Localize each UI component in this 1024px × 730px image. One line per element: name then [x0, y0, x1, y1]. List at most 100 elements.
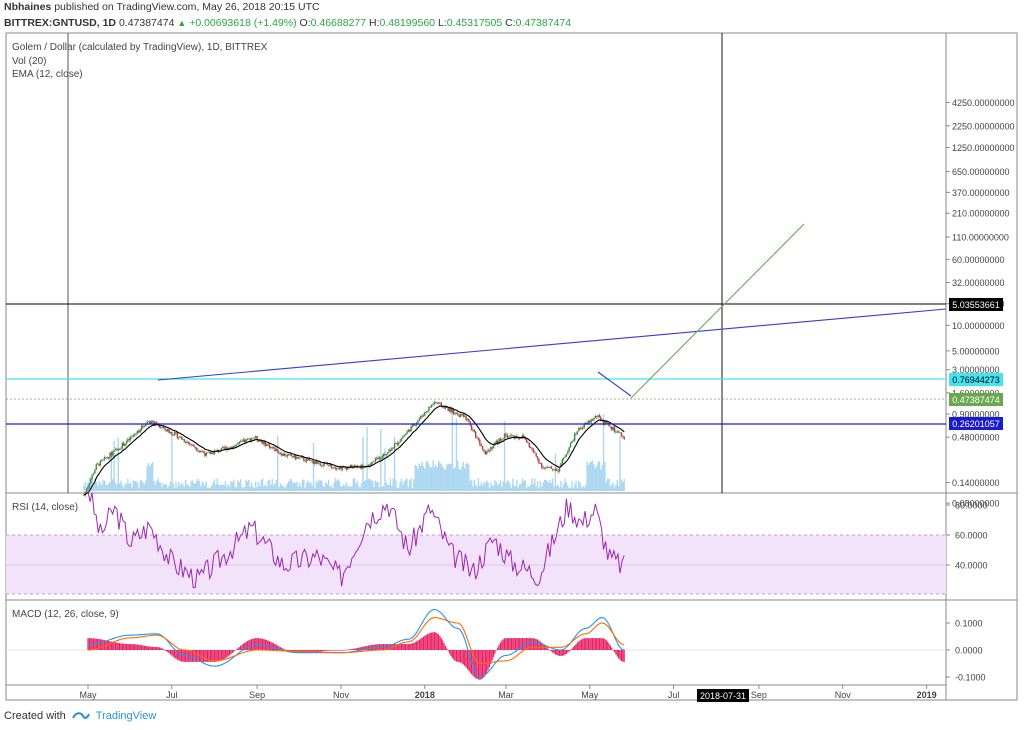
- footer: Created with TradingView: [4, 710, 156, 722]
- macd-hist-bar: [505, 638, 507, 650]
- candle-body: [458, 415, 460, 417]
- candle-body: [212, 452, 214, 455]
- candle-body: [565, 454, 568, 457]
- volume-bar: [374, 480, 377, 491]
- macd-hist-bar: [473, 650, 475, 678]
- tradingview-brand[interactable]: TradingView: [95, 710, 157, 722]
- candle-body: [216, 449, 218, 451]
- volume-bar: [502, 481, 504, 491]
- candle-body: [270, 446, 272, 448]
- macd-hist-bar: [618, 650, 620, 659]
- macd-hist-bar: [444, 645, 447, 650]
- macd-hist-bar: [437, 634, 440, 650]
- volume-bar: [327, 479, 330, 491]
- candle-body: [98, 463, 100, 466]
- candle-body: [396, 442, 399, 445]
- candle-body: [113, 450, 115, 452]
- candle-body: [584, 422, 587, 424]
- macd-hist-bar: [488, 650, 491, 668]
- time-tick-label: 2019: [917, 690, 937, 700]
- candle-body: [150, 421, 152, 424]
- short-trendline[interactable]: [597, 371, 632, 397]
- macd-hist-bar: [539, 641, 541, 650]
- volume-bar: [451, 406, 454, 491]
- volume-bar: [527, 485, 529, 491]
- candle-body: [459, 414, 462, 417]
- candle-body: [183, 439, 185, 442]
- volume-bar: [554, 453, 557, 491]
- candle-body: [136, 430, 139, 434]
- volume-bar: [288, 481, 290, 491]
- candle-body: [516, 435, 518, 438]
- candle-body: [231, 446, 234, 449]
- candle-body: [354, 465, 356, 467]
- candle-body: [527, 442, 529, 444]
- volume-bar: [227, 484, 229, 491]
- candle-body: [279, 452, 282, 454]
- candle-body: [613, 427, 616, 432]
- author-name[interactable]: Nbhaines: [4, 1, 52, 13]
- volume-bar: [407, 486, 410, 491]
- volume-bar: [248, 479, 250, 491]
- volume-bar: [311, 485, 313, 491]
- volume-bar: [321, 480, 323, 491]
- volume-bar: [112, 479, 114, 491]
- macd-hist-bar: [362, 646, 364, 650]
- candle-body: [587, 420, 590, 423]
- macd-hist-bar: [580, 639, 583, 650]
- macd-hist-bar: [407, 644, 409, 650]
- macd-hist-bar: [282, 648, 284, 650]
- volume-bar: [319, 480, 322, 491]
- macd-hist-bar: [190, 650, 192, 662]
- macd-hist-bar: [212, 650, 214, 662]
- volume-bar: [436, 467, 438, 491]
- candle-body: [234, 445, 236, 447]
- macd-hist-bar: [622, 650, 624, 662]
- macd-hist-bar: [123, 643, 125, 650]
- candle-body: [573, 433, 576, 441]
- high-label: H:: [369, 17, 380, 29]
- macd-hist-bar: [279, 647, 282, 650]
- macd-hist-bar: [498, 644, 500, 650]
- volume-bar: [206, 487, 209, 491]
- chart-canvas[interactable]: 4250.00000000 2250.00000000 1250.00000000 6…: [0, 0, 1024, 706]
- volume-bar: [329, 486, 331, 491]
- candle-body: [195, 448, 198, 451]
- volume-bar: [435, 464, 437, 491]
- volume-bar: [439, 462, 441, 491]
- candle-body: [510, 435, 513, 437]
- main-legend-title: Golem / Dollar (calculated by TradingVie…: [12, 42, 268, 53]
- volume-bar: [600, 469, 602, 491]
- macd-hist-bar: [319, 650, 321, 652]
- rising-trendline[interactable]: [157, 308, 947, 381]
- macd-hist-bar: [323, 650, 326, 651]
- volume-bar: [98, 481, 100, 491]
- candle-body: [230, 446, 232, 449]
- volume-bar: [484, 483, 487, 491]
- volume-bar: [413, 479, 415, 491]
- rsi-axis[interactable]: 80.0000 60.0000 40.0000: [946, 501, 988, 571]
- macd-hist-bar: [260, 638, 262, 650]
- candle-body: [569, 442, 572, 448]
- volume-bar: [347, 486, 349, 491]
- macd-hist-bar: [556, 650, 558, 656]
- macd-axis[interactable]: 0.1000 0.0000 -0.1000: [946, 619, 986, 683]
- price-change: +0.00693618 (+1.49%): [189, 17, 297, 29]
- macd-hist-bar: [271, 642, 273, 650]
- macd-hist-bar: [227, 650, 229, 657]
- candle-body: [371, 461, 374, 463]
- volume-bar: [608, 478, 610, 491]
- volume-bar: [547, 482, 550, 491]
- projection-line[interactable]: [630, 223, 805, 399]
- candle-body: [440, 402, 443, 407]
- macd-hist-bar: [267, 640, 269, 650]
- price-axis[interactable]: 4250.00000000 2250.00000000 1250.00000000 6…: [946, 98, 1015, 509]
- macd-hist-bar: [113, 642, 115, 650]
- volume-bar: [343, 484, 345, 491]
- candle-body: [615, 431, 617, 433]
- candle-body: [110, 452, 113, 456]
- time-axis[interactable]: May Jul Sep Nov 2018 Mar May Jul Sep Nov 2019: [79, 685, 937, 700]
- macd-hist-bar: [134, 644, 136, 650]
- volume-bar: [387, 485, 389, 491]
- candle-body: [307, 458, 309, 460]
